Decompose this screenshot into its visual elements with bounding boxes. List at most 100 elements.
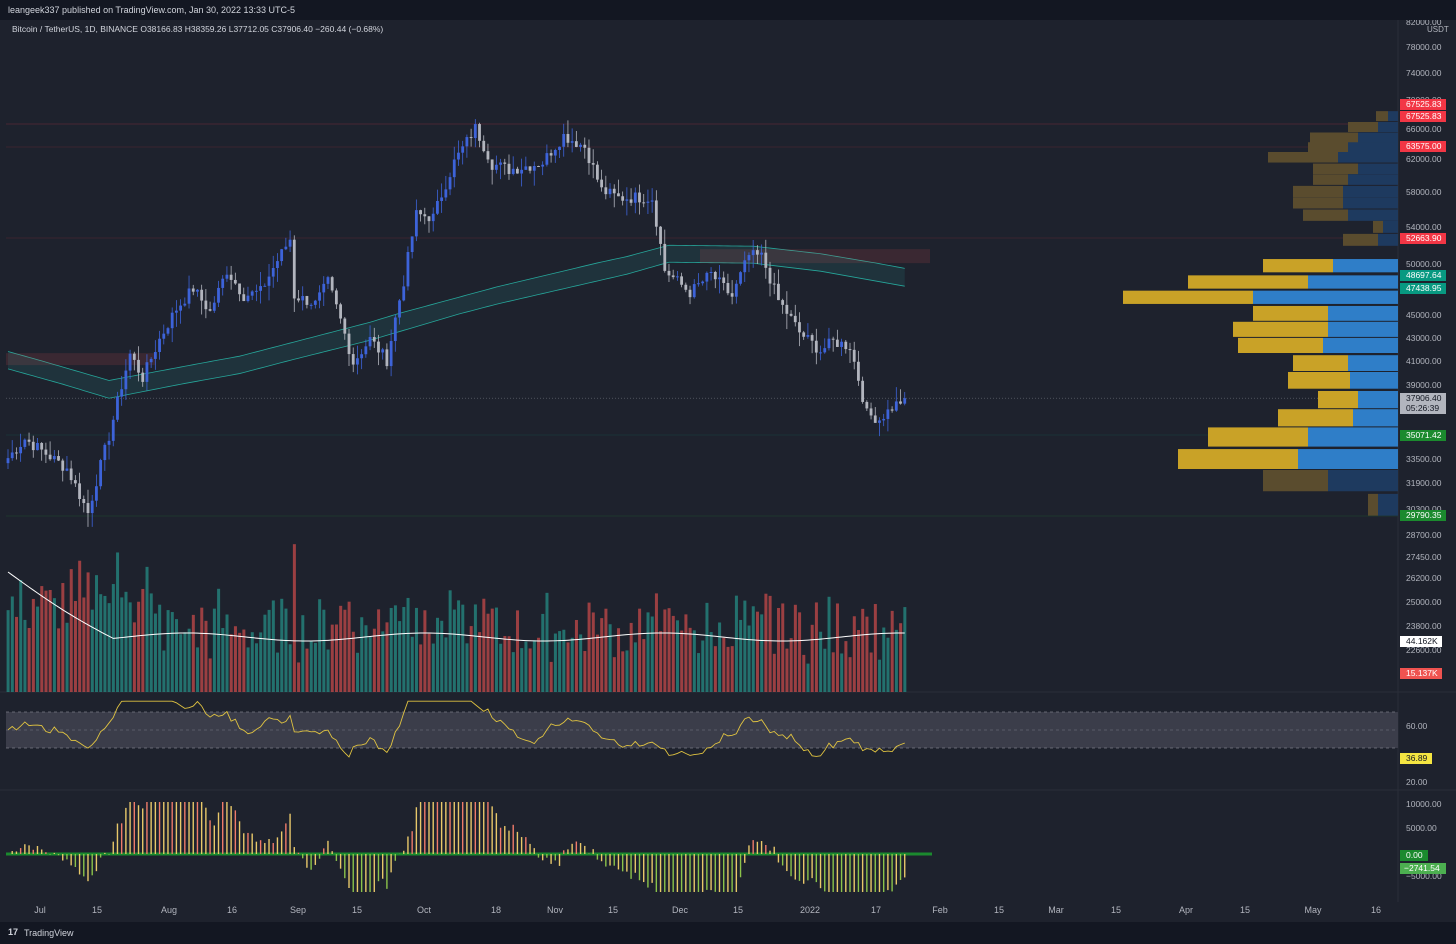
candle-body [107,440,111,445]
volume-profile-down-bar [1308,142,1348,153]
volume-bar [170,612,174,692]
candle-body [419,210,422,215]
volume-bar [90,609,94,692]
volume-bar [878,659,882,692]
candle-body [385,349,389,367]
candle-body [894,401,898,411]
candle-body [250,291,254,296]
candle-body [537,166,540,168]
volume-bar [777,607,781,692]
volume-bar [494,607,498,692]
candle-body [713,272,717,280]
candle-body [478,124,481,141]
candle-body [52,456,56,460]
candle-body [170,312,174,329]
volume-bar [191,614,195,692]
macd-axis-label: 10000.00 [1406,799,1442,809]
volume-bar [734,595,738,692]
candle-body [558,146,561,150]
volume-profile-down-bar [1208,427,1308,447]
volume-profile-down-bar [1263,259,1333,273]
price-tag: 48697.64 [1406,270,1442,280]
candle-body [882,418,886,421]
volume-bar [48,589,52,692]
candle-body [612,188,616,194]
candle-body [153,352,157,359]
volume-bar [297,662,301,692]
price-axis-label: 62000.00 [1406,154,1442,164]
volume-profile-down-bar [1278,409,1353,427]
volume-bar [347,601,351,692]
volume-bar [313,642,317,692]
volume-bar [882,627,886,692]
volume-bar [368,636,372,692]
candle-body [263,285,267,287]
candle-body [781,300,785,305]
volume-bar [654,593,658,692]
candle-body [48,454,52,460]
candle-body [553,149,557,156]
volume-bar [903,607,907,692]
candle-body [149,358,153,363]
candle-body [600,179,604,188]
candle-body [339,304,342,319]
candle-body [36,442,39,451]
candle-body [347,333,351,355]
volume-profile-up-bar [1378,493,1398,516]
volume-profile-up-bar [1358,391,1398,409]
rsi-axis-label: 20.00 [1406,777,1428,787]
candle-body [890,409,894,411]
volume-bar [747,625,751,692]
candle-body [301,296,305,301]
candle-body [494,164,498,170]
volume-profile-down-bar [1188,275,1308,289]
volume-bar [419,644,423,692]
volume-bar [238,632,242,692]
candle-body [591,163,595,165]
chart[interactable]: 82000.0078000.0074000.0070000.0066000.00… [0,20,1456,922]
candle-body [503,162,507,164]
candle-body [499,162,502,165]
price-tag-bg [1400,111,1446,122]
candle-body [82,498,86,504]
candle-body [128,353,132,371]
time-axis-label: May [1304,905,1322,915]
volume-bar [36,606,40,692]
volume-bar [393,605,397,692]
volume-bar [886,637,890,692]
candle-body [183,303,187,306]
rsi-axis-label: 60.00 [1406,721,1428,731]
time-axis[interactable]: Jul 15 Aug 16 Sep 15 Oct 18 Nov 15 Dec 15 2022 17 Feb 1… [34,905,1381,915]
candle-body [381,349,385,353]
candle-body [414,210,418,237]
volume-bar [183,632,187,692]
candle-body [431,213,435,222]
volume-bar [271,600,275,692]
candles[interactable] [6,119,907,527]
candle-body [187,288,191,304]
volume-bar [318,599,322,692]
candle-body [848,349,852,351]
candle-body [579,144,582,147]
volume-bar [31,598,35,692]
candle-body [840,341,843,347]
volume-profile-down-bar [1263,470,1328,492]
price-tag-bg [1400,283,1446,294]
volume-bar [743,600,747,692]
volume-bar [402,607,406,692]
candle-body [680,276,683,285]
volume-bar [667,608,671,692]
volume-bar [541,613,545,692]
volume-bar [688,627,692,692]
price-tag: 37906.40 [1406,393,1442,403]
volume-bar [473,604,477,692]
volume-profile-down-bar [1253,305,1328,321]
volume-bar [591,612,595,692]
candle-body [869,408,873,416]
price-axis[interactable]: 82000.0078000.0074000.0070000.0066000.00… [1400,20,1449,881]
volume-bar [280,598,284,692]
candle-body [90,500,94,514]
volume-bar [465,643,469,692]
volume-bar [149,593,153,692]
candle-body [212,302,216,311]
